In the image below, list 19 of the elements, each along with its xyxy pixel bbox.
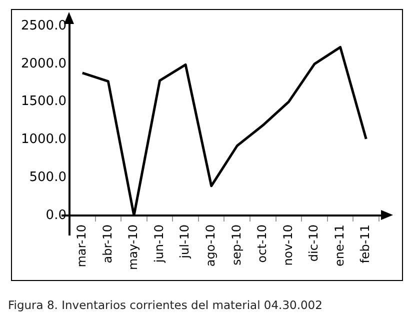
x-tick-label: jul-10 <box>178 224 192 260</box>
text: Figura 8. Inventarios corrientes del material 04.30.002 <box>8 298 322 312</box>
x-tick-label: oct-10 <box>255 224 270 263</box>
x-tick-label: nov-10 <box>280 224 295 266</box>
x-tick-label: ene-11 <box>332 224 346 266</box>
x-tick-label: mar-10 <box>74 224 89 268</box>
y-tick-label: 2000.0 <box>20 56 66 72</box>
y-tick-label: 1000.0 <box>20 132 66 148</box>
y-tick-label: 1500.0 <box>20 94 66 110</box>
x-tick-label: dic-10 <box>306 224 321 262</box>
y-tick-label: 500.0 <box>29 170 66 185</box>
x-tick-label: feb-11 <box>358 224 372 264</box>
x-tick-label: jun-10 <box>152 224 166 264</box>
x-tick-label: sep-10 <box>229 224 244 266</box>
y-tick-label: 0.0 <box>46 208 66 223</box>
x-tick-label: may-10 <box>126 224 140 270</box>
x-tick-label: abr-10 <box>100 224 114 264</box>
x-tick-label: ago-10 <box>203 224 218 267</box>
y-tick-label: 2500.0 <box>20 18 66 34</box>
